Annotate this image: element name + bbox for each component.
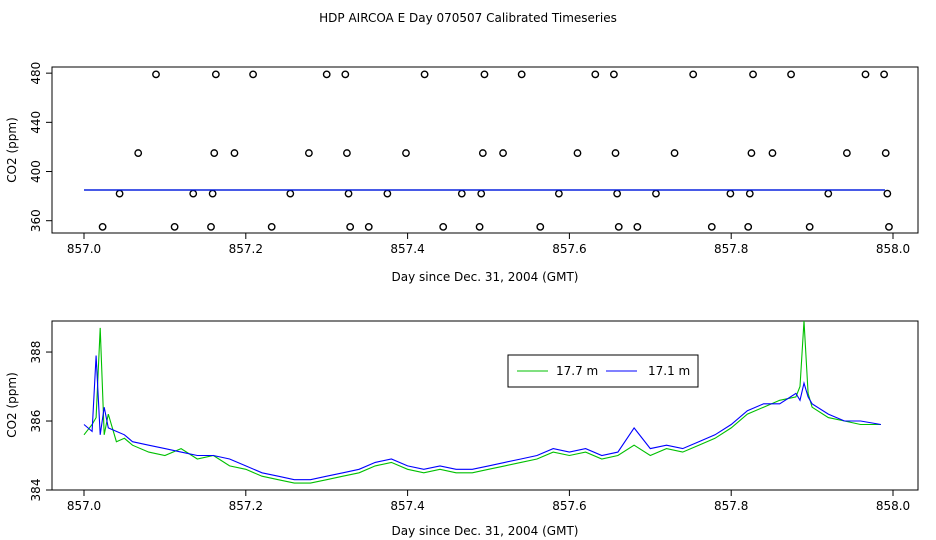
data-point xyxy=(115,189,124,198)
data-point xyxy=(211,70,220,79)
bottom-plot-frame xyxy=(51,320,919,491)
data-point xyxy=(480,70,489,79)
data-point xyxy=(880,70,889,79)
data-point xyxy=(591,70,600,79)
top-x-tick-label: 857.0 xyxy=(67,242,101,256)
data-point xyxy=(613,189,622,198)
data-point xyxy=(344,189,353,198)
data-point xyxy=(402,149,410,157)
bottom-x-axis-label: Day since Dec. 31, 2004 (GMT) xyxy=(392,524,579,538)
bottom-data xyxy=(83,320,881,484)
data-point xyxy=(609,70,618,79)
data-point xyxy=(707,222,716,231)
data-point xyxy=(341,70,350,79)
top-y-tick-label: 440 xyxy=(29,111,43,134)
data-point xyxy=(286,189,295,198)
data-point xyxy=(614,222,623,231)
bottom-x-tick-label: 857.4 xyxy=(390,499,424,513)
bottom-x-tick-label: 858.0 xyxy=(876,499,910,513)
data-point xyxy=(883,189,892,198)
bottom-y-axis-label: CO2 (ppm) xyxy=(5,372,19,438)
bottom-x-tick-label: 857.8 xyxy=(714,499,748,513)
legend-label-17-7m: 17.7 m xyxy=(556,364,598,378)
data-point xyxy=(305,149,313,157)
data-point xyxy=(726,189,735,198)
data-point xyxy=(478,149,487,157)
bottom-x-tick-label: 857.6 xyxy=(552,499,586,513)
data-point xyxy=(768,149,777,157)
data-point xyxy=(824,189,833,198)
top-x-tick-label: 857.6 xyxy=(552,242,586,256)
data-point xyxy=(98,222,107,231)
top-x-tick-label: 857.8 xyxy=(714,242,748,256)
bottom-panel: 857.0 857.2 857.4 857.6 857.8 858.0384386388 … xyxy=(5,320,919,538)
data-point xyxy=(554,189,563,198)
data-point xyxy=(383,189,392,198)
data-point xyxy=(861,70,870,79)
data-point xyxy=(745,189,754,198)
data-point xyxy=(885,222,893,231)
data-point xyxy=(652,189,660,198)
bottom-x-tick-label: 857.2 xyxy=(229,499,263,513)
top-plot-frame xyxy=(51,66,919,234)
data-point xyxy=(744,222,753,231)
data-point xyxy=(207,222,215,231)
data-point xyxy=(420,70,429,79)
data-point xyxy=(267,222,276,231)
top-axes: 857.0 857.2 857.4 857.6 857.8 858.0 360 400 440 4… xyxy=(29,62,910,256)
bottom-y-tick-label: 386 xyxy=(29,410,43,433)
data-point xyxy=(457,189,466,198)
top-x-axis-label: Day since Dec. 31, 2004 (GMT) xyxy=(392,270,579,284)
bottom-y-tick-label: 388 xyxy=(29,341,43,364)
top-data xyxy=(84,70,893,231)
data-point xyxy=(787,70,795,79)
series-line-17-7-m xyxy=(83,320,881,484)
data-point xyxy=(134,149,143,157)
data-point xyxy=(210,149,219,157)
top-y-tick-label: 360 xyxy=(29,209,43,232)
bottom-axes: 857.0 857.2 857.4 857.6 857.8 858.0 384 386 388 xyxy=(29,341,910,513)
data-point xyxy=(439,222,448,231)
data-point xyxy=(208,189,217,198)
data-point xyxy=(670,149,679,157)
top-x-tick-label: 858.0 xyxy=(876,242,910,256)
top-x-tick-label: 857.2 xyxy=(229,242,263,256)
data-point xyxy=(322,70,331,79)
data-point xyxy=(346,222,355,231)
top-panel: 857.0 857.2 857.4 857.6 857.8 858.0 360 400 440 4… xyxy=(5,62,919,284)
data-point xyxy=(749,70,757,79)
bottom-y-tick-label: 384 xyxy=(29,479,43,502)
data-point xyxy=(152,70,160,79)
legend-label-17-1m: 17.1 m xyxy=(648,364,690,378)
data-point xyxy=(573,149,582,157)
data-point xyxy=(499,149,507,157)
data-point xyxy=(475,222,484,231)
data-point xyxy=(689,70,698,79)
data-point xyxy=(536,222,545,231)
data-point xyxy=(881,149,890,157)
top-y-tick-label: 400 xyxy=(29,160,43,183)
data-point xyxy=(517,70,526,79)
data-point xyxy=(230,149,239,157)
chart-title: HDP AIRCOA E Day 070507 Calibrated Times… xyxy=(319,11,617,25)
series-line-17-1-m xyxy=(83,355,881,481)
data-point xyxy=(249,70,257,79)
data-point xyxy=(611,149,620,157)
data-point xyxy=(364,222,373,231)
top-y-axis-label: CO2 (ppm) xyxy=(5,117,19,183)
legend: 17.7 m 17.1 m xyxy=(507,354,699,388)
bottom-x-tick-label: 857.0 xyxy=(67,499,101,513)
top-y-tick-label: 480 xyxy=(29,62,43,85)
data-point xyxy=(477,189,486,198)
data-point xyxy=(747,149,756,157)
data-point xyxy=(805,222,814,231)
data-point xyxy=(170,222,179,231)
data-point xyxy=(189,189,198,198)
data-point xyxy=(633,222,642,231)
top-x-tick-label: 857.4 xyxy=(390,242,424,256)
data-point xyxy=(842,149,851,157)
data-point xyxy=(343,149,351,157)
